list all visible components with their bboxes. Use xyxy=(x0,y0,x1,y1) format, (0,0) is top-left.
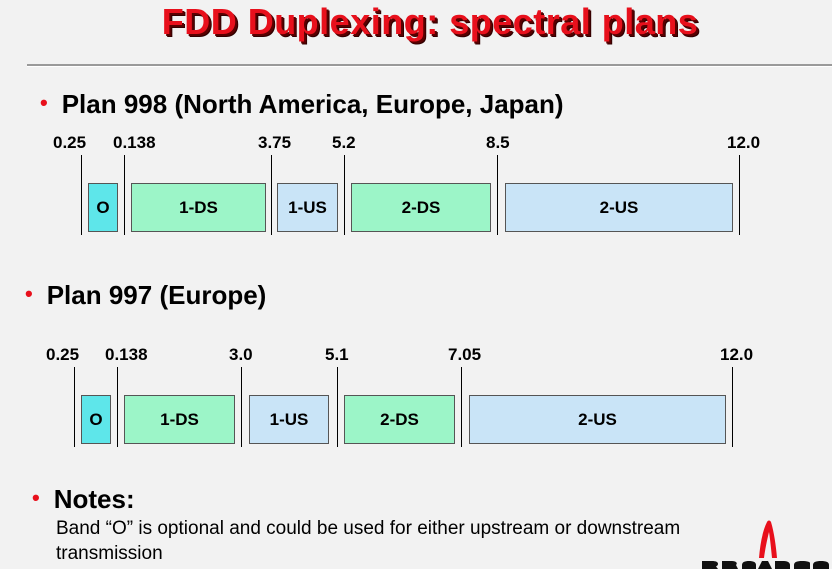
plan-997-band-2-us: 2-US xyxy=(469,395,726,444)
plan-998-boundary-line xyxy=(497,155,498,235)
notes-bullet: • Notes: xyxy=(32,483,135,514)
plan-998-tick: 0.138 xyxy=(113,133,156,152)
plan-998-band-1-us: 1-US xyxy=(277,183,338,232)
plan-997-boundary-line xyxy=(337,367,338,447)
bullet-dot-icon: • xyxy=(25,281,33,306)
plan-997-bullet: • Plan 997 (Europe) xyxy=(25,279,266,310)
plan-997-boundary-line xyxy=(241,367,242,447)
plan-997-tick: 0.138 xyxy=(105,345,148,364)
plan-998-boundary-line xyxy=(271,155,272,235)
plan-998-tick: 0.25 xyxy=(53,133,87,152)
plan-998-band-2-us: 2-US xyxy=(505,183,733,232)
plan-997-tick: 12.0 xyxy=(720,345,754,364)
plan-998-boundary-line xyxy=(81,155,82,235)
plan-997-tick: 3.0 xyxy=(229,345,253,364)
bullet-dot-icon: • xyxy=(40,90,48,115)
plan-997-heading: Plan 997 (Europe) xyxy=(46,280,267,310)
plan-997-boundary-line xyxy=(74,367,75,447)
plan-997-tick: 7.05 xyxy=(448,345,482,364)
notes-text: Band “O” is optional and could be used f… xyxy=(56,518,681,564)
plan-997-boundary-line xyxy=(732,367,733,447)
plan-998-band-o: O xyxy=(88,183,118,232)
plan-997-boundary-line xyxy=(461,367,462,447)
plan-998-tick: 5.2 xyxy=(332,133,356,152)
broadcom-logo xyxy=(698,518,832,569)
plan-997-boundary-line xyxy=(117,367,118,447)
plan-998-boundary-line xyxy=(344,155,345,235)
plan-997-tick: 0.25 xyxy=(46,345,80,364)
slide-title: FDD Duplexing: spectral plans xyxy=(161,1,699,42)
plan-997-band-1-us: 1-US xyxy=(249,395,329,444)
plan-998-bullet: • Plan 998 (North America, Europe, Japan) xyxy=(40,88,564,119)
notes-heading: Notes: xyxy=(53,484,135,514)
plan-998-tick: 12.0 xyxy=(727,133,761,152)
plan-998-tick: 3.75 xyxy=(258,133,292,152)
plan-997-band-1-ds: 1-DS xyxy=(124,395,235,444)
plan-997-band-2-ds: 2-DS xyxy=(344,395,455,444)
broadcom-logo-icon xyxy=(702,520,829,569)
plan-998-boundary-line xyxy=(124,155,125,235)
plan-997-band-o: O xyxy=(81,395,111,444)
plan-998-tick: 8.5 xyxy=(486,133,510,152)
plan-998-band-1-ds: 1-DS xyxy=(131,183,266,232)
plan-998-boundary-line xyxy=(739,155,740,235)
bullet-dot-icon: • xyxy=(32,485,40,510)
plan-998-band-2-ds: 2-DS xyxy=(351,183,491,232)
plan-998-heading: Plan 998 (North America, Europe, Japan) xyxy=(61,89,564,119)
plan-997-tick: 5.1 xyxy=(325,345,349,364)
title-divider xyxy=(27,64,832,66)
